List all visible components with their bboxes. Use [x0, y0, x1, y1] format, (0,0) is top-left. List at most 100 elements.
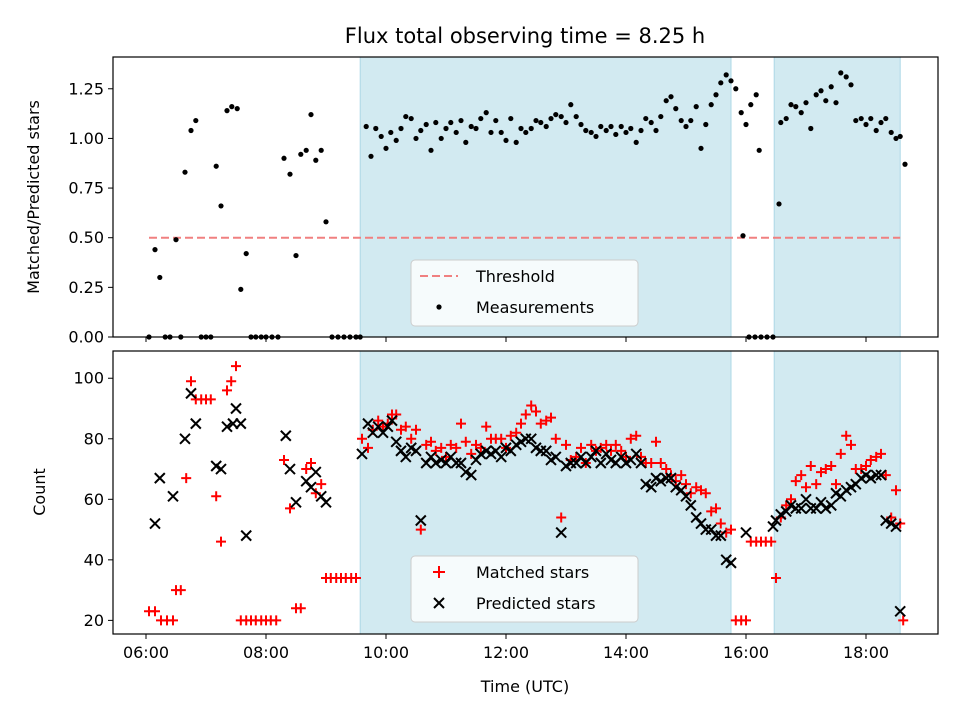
- matched-star-point: [316, 479, 327, 490]
- measurement-point: [463, 139, 469, 145]
- measurement-point: [303, 147, 309, 153]
- measurement-point: [478, 115, 484, 122]
- matched-star-point: [175, 585, 186, 596]
- matched-star-point: [646, 457, 657, 468]
- measurement-point: [238, 286, 244, 292]
- y-tick-label: 0.50: [68, 228, 104, 247]
- shaded-interval-1: [773, 56, 901, 338]
- measurement-point: [287, 171, 293, 177]
- measurement-point: [598, 123, 604, 130]
- measurement-point: [157, 274, 163, 281]
- matched-star-point: [781, 500, 792, 511]
- matched-star-point: [711, 503, 721, 514]
- measurement-point: [218, 203, 224, 209]
- measurement-point: [373, 125, 379, 132]
- predicted-star-point: [590, 445, 602, 457]
- measurement-point: [533, 117, 539, 124]
- measurement-point: [503, 137, 509, 144]
- bottom-y-ticks: 20 40 60 80 100: [73, 369, 113, 630]
- legend-predicted-swatch: [433, 597, 445, 609]
- measurement-point: [818, 88, 824, 94]
- matched-star-point: [205, 394, 216, 405]
- measurement-point: [553, 111, 559, 118]
- measurement-point: [568, 102, 574, 108]
- measurement-point: [793, 104, 799, 110]
- measurement-point: [538, 119, 544, 126]
- predicted-star-point: [670, 481, 682, 493]
- measurement-point: [728, 78, 734, 84]
- measurement-point: [388, 129, 394, 136]
- measurement-point: [473, 125, 479, 132]
- measurement-point: [173, 237, 179, 243]
- measurement-point: [808, 125, 814, 132]
- matched-star-point: [898, 615, 909, 626]
- measurement-point: [308, 111, 314, 118]
- matched-star-point: [651, 436, 661, 447]
- matched-star-point: [231, 361, 241, 372]
- predicted-star-point: [149, 517, 161, 530]
- measurement-point: [448, 119, 454, 126]
- measurement-point: [853, 117, 859, 124]
- y-tick-label: 1.25: [68, 79, 104, 98]
- measurement-point: [778, 119, 784, 126]
- legend-measurements-swatch: [436, 304, 442, 310]
- measurement-point: [518, 125, 524, 132]
- legend-matched-swatch: [433, 566, 445, 578]
- measurement-point: [798, 110, 804, 116]
- bottom-plot-frame: [112, 350, 939, 635]
- matched-star-point: [400, 421, 411, 432]
- measurement-point: [613, 131, 619, 138]
- measurement-point: [593, 133, 599, 140]
- matched-star-point: [891, 485, 901, 496]
- matched-star-point: [226, 376, 237, 387]
- matched-star-point: [571, 451, 582, 462]
- measurement-point: [893, 135, 899, 142]
- measurement-point: [563, 119, 569, 126]
- measurement-point: [483, 110, 489, 116]
- matched-star-point: [306, 457, 316, 468]
- measurement-point: [498, 129, 504, 136]
- matched-star-point: [556, 512, 567, 523]
- matched-star-point: [616, 445, 627, 456]
- matched-star-point: [801, 482, 811, 493]
- predicted-star-point: [870, 469, 882, 481]
- matched-star-point: [415, 524, 426, 535]
- predicted-star-point: [185, 387, 197, 400]
- measurement-point: [378, 133, 384, 140]
- measurement-point: [683, 123, 689, 130]
- top-legend: Threshold Measurements: [410, 259, 639, 327]
- measurement-point: [513, 139, 519, 145]
- legend-predicted-label: Predicted stars: [476, 594, 596, 613]
- measurement-point: [823, 98, 829, 104]
- predicted-star-point: [767, 520, 779, 533]
- measurement-point: [453, 129, 459, 136]
- predicted-star-point: [179, 433, 191, 445]
- measurement-point: [234, 106, 240, 112]
- chart-title: Flux total observing time = 8.25 h: [345, 24, 705, 48]
- predicted-star-point: [460, 466, 472, 478]
- y-tick-label: 20: [84, 611, 104, 630]
- measurement-point: [323, 219, 329, 225]
- measurement-point: [433, 119, 439, 126]
- measurement-point: [398, 125, 404, 132]
- predicted-star-point: [450, 457, 462, 469]
- bottom-x-ticks: 06:00 08:00 10:00 12:00 14:00 16:00 18:00: [123, 634, 889, 662]
- measurement-point: [383, 145, 389, 151]
- predicted-star-point: [820, 502, 832, 515]
- matched-star-point: [216, 536, 226, 547]
- matched-star-point: [285, 503, 295, 514]
- measurement-point: [428, 147, 434, 153]
- matched-star-point: [831, 479, 841, 490]
- measurement-point: [488, 129, 494, 136]
- measurement-point: [182, 169, 188, 175]
- measurement-point: [224, 108, 230, 114]
- predicted-star-point: [235, 417, 247, 430]
- matched-star-point: [357, 433, 367, 444]
- predicted-star-point: [635, 457, 647, 469]
- matched-star-point: [726, 524, 736, 535]
- measurement-point: [493, 117, 499, 124]
- x-tick-label: 16:00: [723, 643, 769, 662]
- matched-star-point: [676, 470, 687, 481]
- measurement-point: [653, 127, 659, 134]
- matched-star-point: [406, 433, 417, 444]
